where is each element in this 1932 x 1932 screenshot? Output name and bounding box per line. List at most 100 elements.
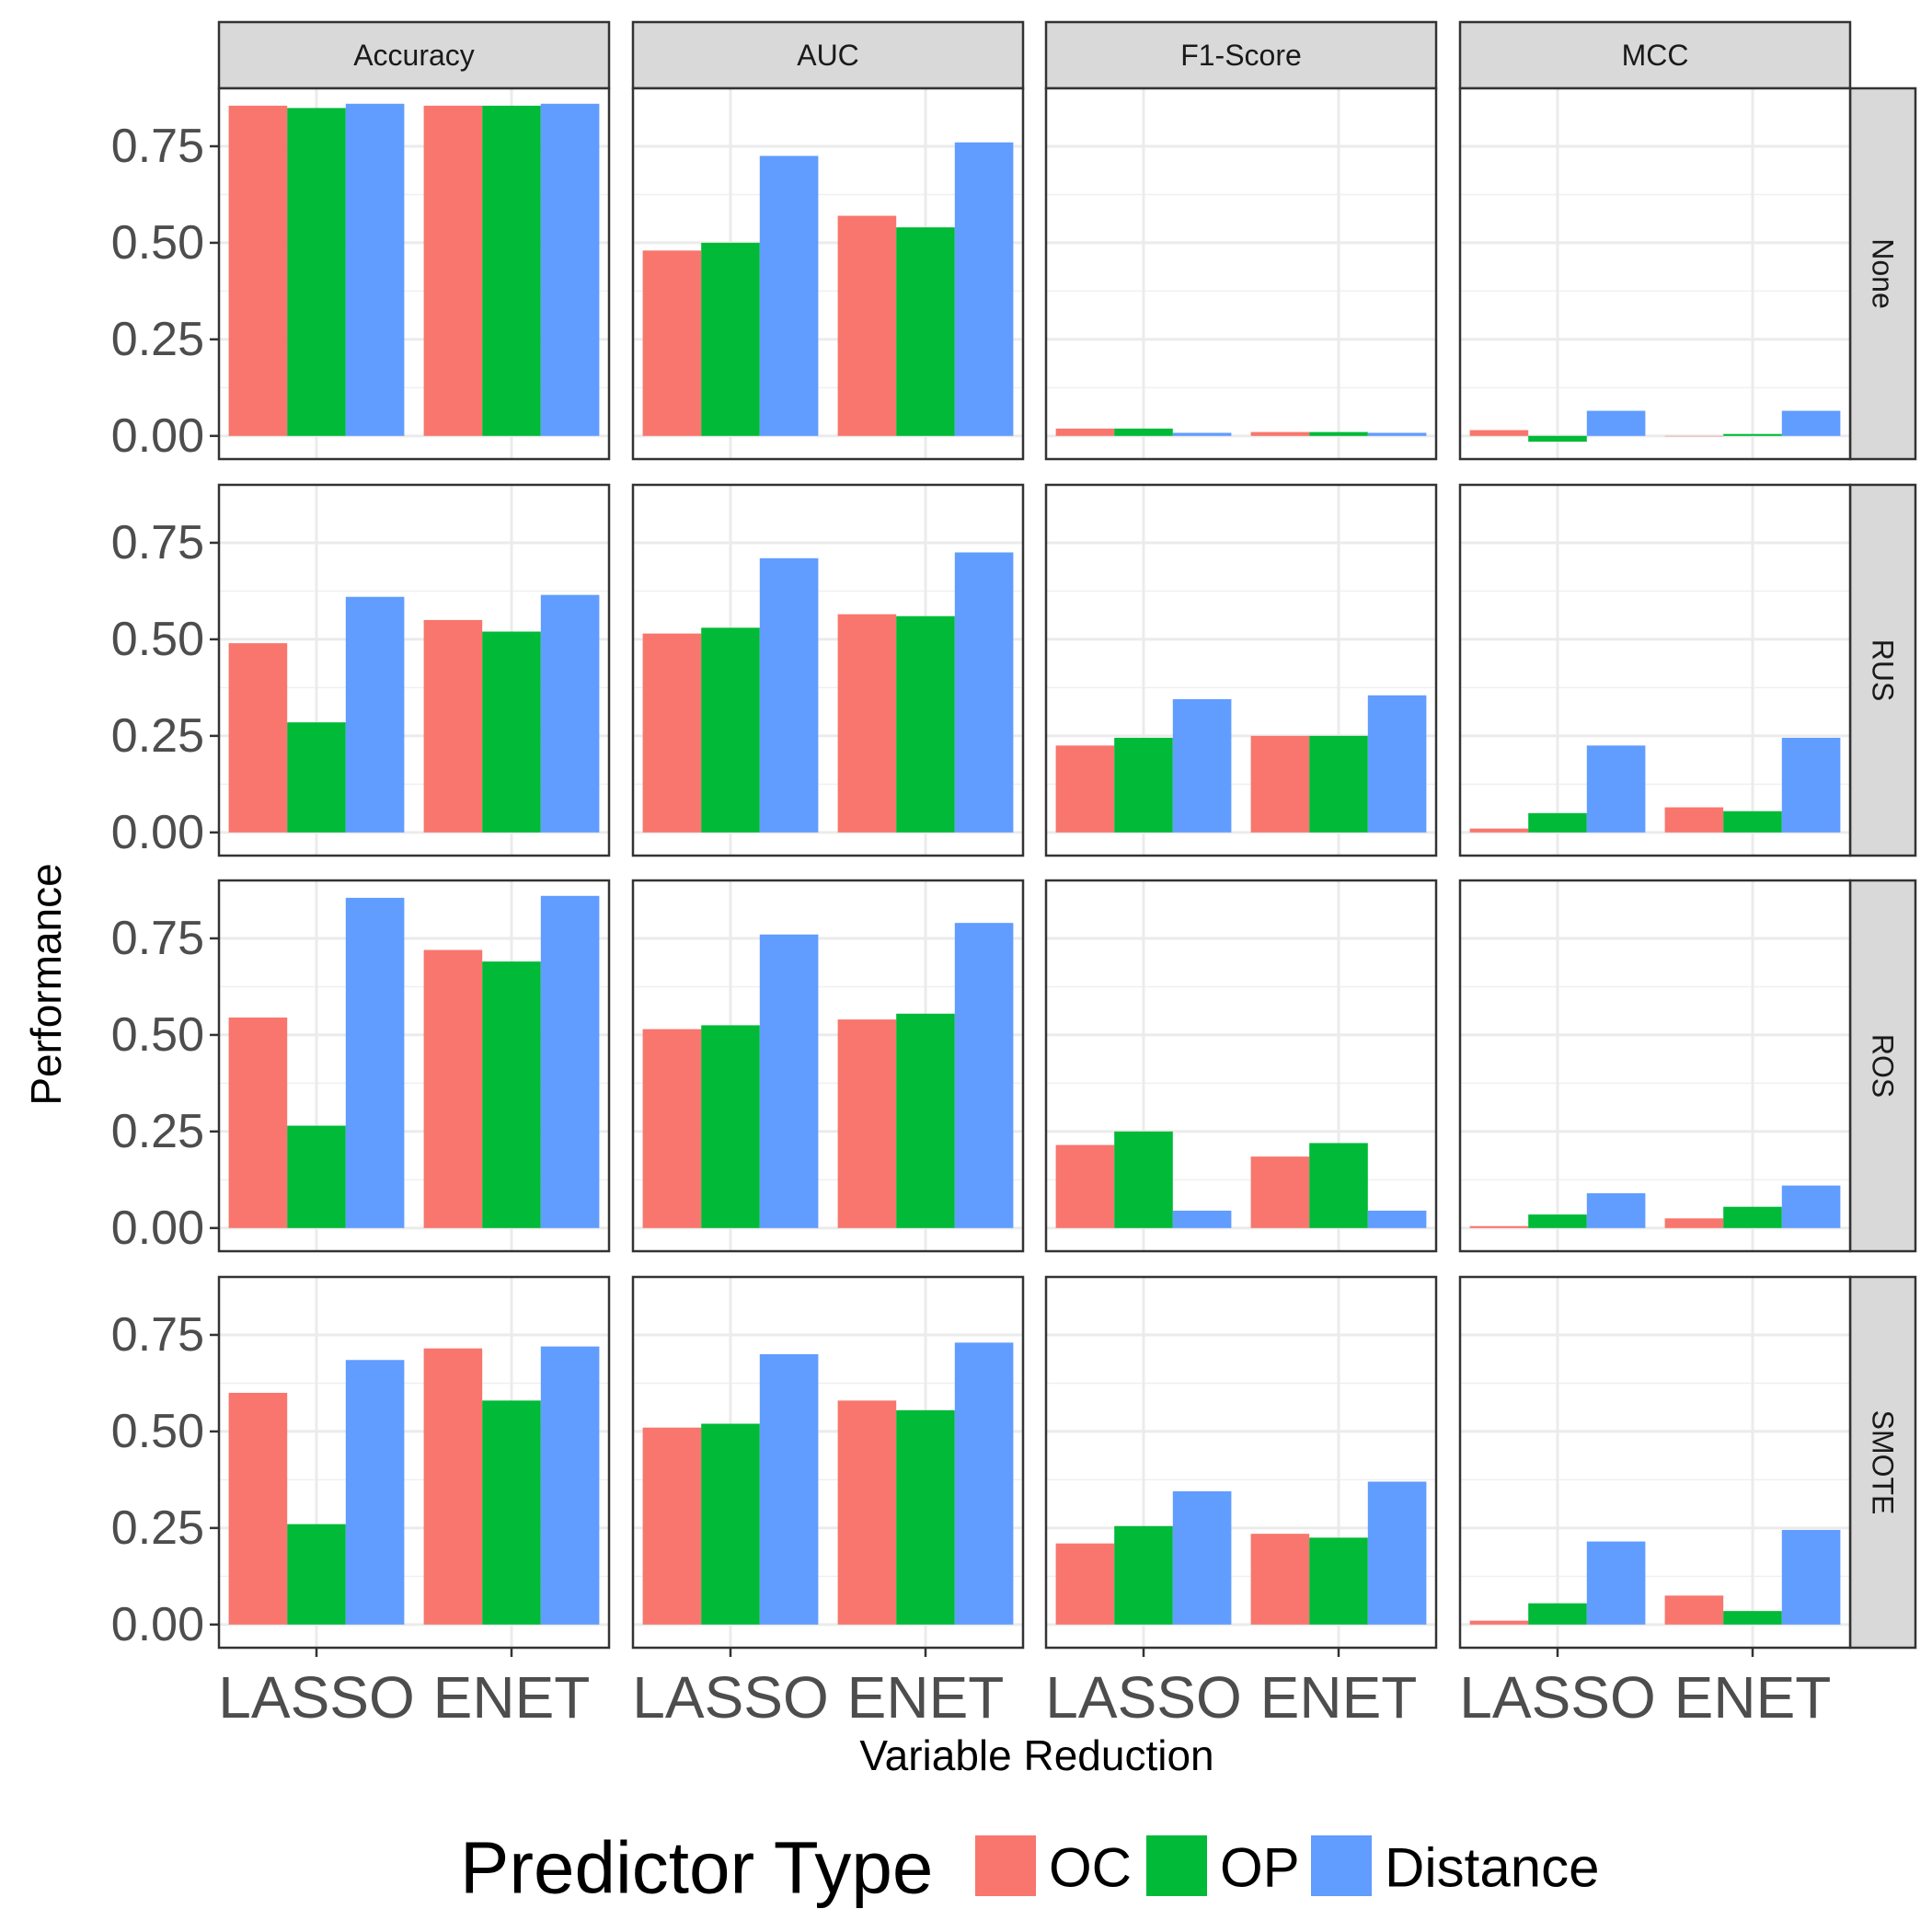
y-tick-label: 0.00 <box>111 806 204 859</box>
panel-smote-mcc: LASSO ENET <box>1458 1275 1852 1731</box>
bar-smote-accuracy-lasso-op <box>287 1524 346 1625</box>
bar-none-mcc-enet-op <box>1723 433 1782 436</box>
legend-label-oc: OC <box>1049 1837 1132 1899</box>
y-tick-label: 0.75 <box>111 120 204 173</box>
bar-ros-mcc-enet-oc <box>1664 1218 1724 1228</box>
bar-none-accuracy-lasso-oc <box>228 105 288 436</box>
bar-ros-mcc-lasso-oc <box>1469 1225 1529 1228</box>
bar-none-auc-lasso-op <box>701 242 760 436</box>
y-tick-label: 0.50 <box>111 613 204 666</box>
bar-none-accuracy-enet-distance <box>540 103 600 436</box>
strip-label-none: None <box>1867 238 1900 309</box>
legend-label-op: OP <box>1220 1837 1300 1899</box>
bar-none-f1-score-enet-op <box>1309 431 1368 436</box>
bar-none-mcc-lasso-distance <box>1586 410 1646 436</box>
bar-rus-f1-score-enet-distance <box>1367 695 1427 833</box>
panel-border <box>1458 86 1852 461</box>
panel-border <box>217 86 611 461</box>
bar-ros-f1-score-lasso-distance <box>1172 1210 1232 1228</box>
bar-none-auc-enet-oc <box>837 215 897 436</box>
x-tick-label-enet: ENET <box>847 1664 1005 1731</box>
bar-ros-auc-lasso-distance <box>759 934 819 1228</box>
strip-label-f1-score: F1-Score <box>1180 39 1302 72</box>
bar-smote-f1-score-enet-distance <box>1367 1481 1427 1625</box>
bar-smote-accuracy-lasso-distance <box>345 1360 405 1625</box>
bar-none-accuracy-lasso-distance <box>345 103 405 436</box>
panel-smote-auc: LASSO ENET <box>631 1275 1025 1731</box>
bar-rus-auc-enet-distance <box>954 552 1014 833</box>
bar-smote-mcc-enet-distance <box>1781 1529 1841 1625</box>
x-tick-label-lasso: LASSO <box>632 1664 828 1731</box>
bar-smote-auc-enet-oc <box>837 1400 897 1625</box>
bar-ros-auc-enet-op <box>896 1013 955 1228</box>
bar-rus-auc-enet-oc <box>837 614 897 833</box>
bar-smote-accuracy-enet-op <box>482 1400 541 1625</box>
panel-border <box>1044 1275 1438 1650</box>
panel-rus-auc <box>631 483 1025 857</box>
bar-ros-mcc-enet-distance <box>1781 1185 1841 1228</box>
panel-ros-mcc <box>1458 879 1852 1253</box>
bar-smote-mcc-enet-op <box>1723 1611 1782 1625</box>
bar-none-f1-score-enet-oc <box>1250 431 1310 436</box>
bar-ros-f1-score-enet-distance <box>1367 1210 1427 1228</box>
x-tick-label-enet: ENET <box>1674 1664 1832 1731</box>
facet-grid: Accuracy AUC F1-Score MCC None RUS ROS SMOTE 0.0… <box>111 20 1917 1731</box>
panel-border <box>1044 86 1438 461</box>
bar-rus-mcc-enet-op <box>1723 811 1782 833</box>
y-tick-label: 0.00 <box>111 1598 204 1651</box>
strip-label-smote: SMOTE <box>1867 1410 1900 1515</box>
panel-none-auc <box>631 86 1025 461</box>
bar-smote-f1-score-enet-oc <box>1250 1534 1310 1625</box>
panel-border <box>631 483 1025 857</box>
bar-ros-accuracy-lasso-oc <box>228 1018 288 1228</box>
legend-key-distance <box>1311 1835 1372 1896</box>
bar-none-auc-enet-distance <box>954 142 1014 436</box>
panel-none-accuracy: 0.00 0.25 0.50 0.75 <box>111 86 611 463</box>
y-tick-label: 0.50 <box>111 216 204 270</box>
y-tick-label: 0.75 <box>111 912 204 965</box>
bar-rus-mcc-lasso-distance <box>1586 745 1646 833</box>
bar-rus-accuracy-enet-op <box>482 631 541 833</box>
panel-background <box>1460 88 1850 459</box>
x-tick-label-lasso: LASSO <box>1045 1664 1241 1731</box>
bar-none-auc-lasso-oc <box>642 250 702 436</box>
bar-rus-f1-score-lasso-op <box>1114 737 1173 833</box>
y-tick-label: 0.25 <box>111 1105 204 1158</box>
panel-ros-auc <box>631 879 1025 1253</box>
bar-rus-mcc-enet-oc <box>1664 807 1724 833</box>
x-tick-label-enet: ENET <box>433 1664 591 1731</box>
bar-none-mcc-lasso-oc <box>1469 430 1529 436</box>
y-axis-title: Performance <box>22 863 70 1105</box>
bar-none-auc-enet-op <box>896 227 955 436</box>
bar-none-accuracy-lasso-op <box>287 108 346 436</box>
bar-ros-f1-score-enet-oc <box>1250 1156 1310 1228</box>
bar-none-mcc-lasso-op <box>1528 435 1587 443</box>
bar-rus-f1-score-enet-oc <box>1250 735 1310 833</box>
panel-border <box>1458 483 1852 857</box>
bar-ros-accuracy-lasso-op <box>287 1125 346 1228</box>
bar-none-mcc-enet-distance <box>1781 410 1841 436</box>
bar-rus-auc-lasso-op <box>701 627 760 833</box>
y-tick-label: 0.75 <box>111 1308 204 1362</box>
bar-smote-f1-score-lasso-op <box>1114 1525 1173 1625</box>
bar-smote-accuracy-lasso-oc <box>228 1392 288 1625</box>
legend-title: Predictor Type <box>460 1827 933 1909</box>
x-tick-label-lasso: LASSO <box>218 1664 414 1731</box>
y-tick-label: 0.50 <box>111 1405 204 1458</box>
panel-smote-f1-score: LASSO ENET <box>1044 1275 1438 1731</box>
bar-rus-auc-lasso-oc <box>642 633 702 833</box>
legend-label-distance: Distance <box>1385 1837 1599 1899</box>
x-tick-label-enet: ENET <box>1260 1664 1418 1731</box>
bar-smote-mcc-lasso-distance <box>1586 1541 1646 1625</box>
panel-border <box>217 1275 611 1650</box>
x-tick-label-lasso: LASSO <box>1459 1664 1655 1731</box>
strip-label-mcc: MCC <box>1622 39 1689 72</box>
bar-rus-accuracy-enet-oc <box>423 619 483 833</box>
panel-border <box>217 483 611 857</box>
strip-auc <box>631 20 1025 90</box>
panel-border <box>217 879 611 1253</box>
y-tick-label: 0.25 <box>111 709 204 763</box>
bar-ros-auc-lasso-op <box>701 1025 760 1228</box>
y-tick-label: 0.50 <box>111 1008 204 1062</box>
